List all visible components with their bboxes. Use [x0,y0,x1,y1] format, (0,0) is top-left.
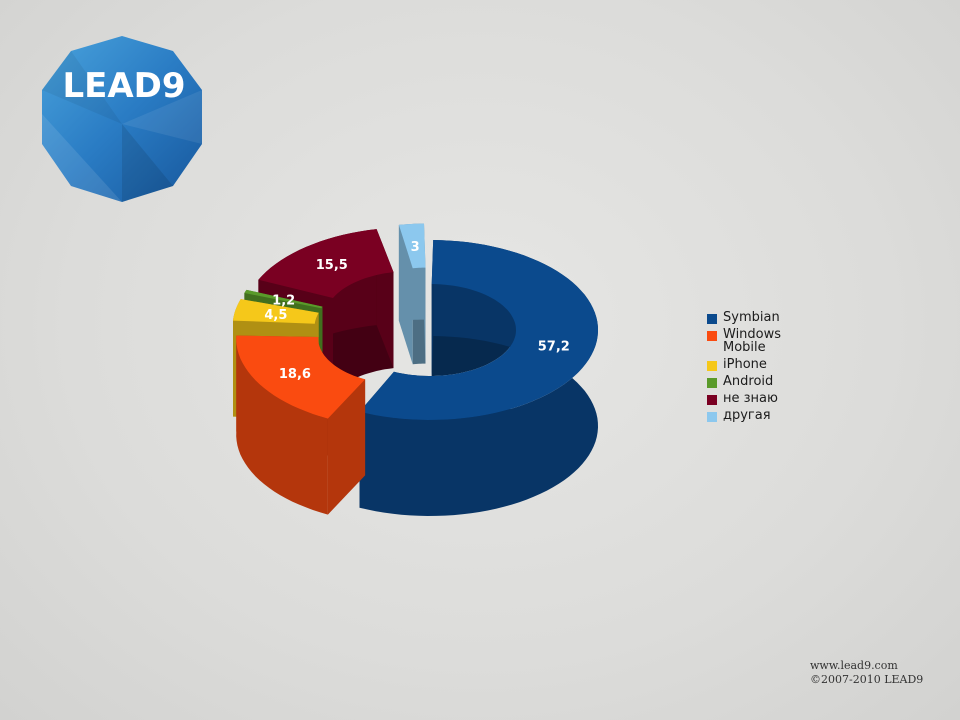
slice-windows-mobile-edge-0 [327,379,366,515]
slice-symbian [359,240,598,516]
footer: www.lead9.com ©2007-2010 LEAD9 [810,659,923,687]
legend-swatch [707,331,717,341]
chart-legend: Symbian Windows Mobile iPhone Android не зна… [707,311,803,426]
logo-text: LEAD9 [62,66,185,106]
legend-item-другая: другая [707,409,803,425]
legend-label: Symbian [723,310,780,325]
legend-item-iphone: iPhone [707,358,803,374]
legend-swatch [707,412,717,422]
legend-label: iPhone [723,357,767,372]
data-label-android: 1,2 [272,293,295,308]
legend-swatch [707,361,717,371]
slice-android-top [244,289,323,309]
legend-item-не-знаю: не знаю [707,392,803,408]
slice-windows-mobile [236,335,366,515]
slice-symbian-top [359,240,598,420]
donut-slices [233,223,598,516]
slice-другая [398,223,426,365]
legend-label: не знаю [723,391,778,406]
legend-swatch [707,378,717,388]
slice-windows-mobile-top [236,335,366,419]
data-labels: 57,2 18,6 4,51,2 15,5 3 [264,240,569,382]
legend-label: Android [723,374,774,389]
footer-copyright: ©2007-2010 LEAD9 [810,673,924,686]
legend-swatch [707,395,717,405]
legend-item-android: Android [707,375,803,391]
legend-item-windows-mobile: Windows Mobile [707,328,803,357]
data-label-не-знаю: 15,5 [316,258,348,273]
data-label-iphone: 4,5 [264,308,287,323]
logo-decagon-shape [42,36,202,202]
slice-не-знаю-top [258,229,394,298]
slice-другая-top [398,223,426,269]
footer-url: www.lead9.com [810,659,898,672]
slice-windows-mobile-outer-wall [236,335,328,515]
legend-label: другая [723,408,771,423]
legend-swatch [707,314,717,324]
legend-item-symbian: Symbian [707,311,803,327]
lead9-logo: LEAD9 [42,36,202,202]
data-label-windows-mobile: 18,6 [279,367,311,382]
slice-iphone-top [233,299,319,324]
legend-label: Windows Mobile [723,327,782,355]
data-label-symbian: 57,2 [538,339,570,354]
data-label-другая: 3 [411,240,420,255]
